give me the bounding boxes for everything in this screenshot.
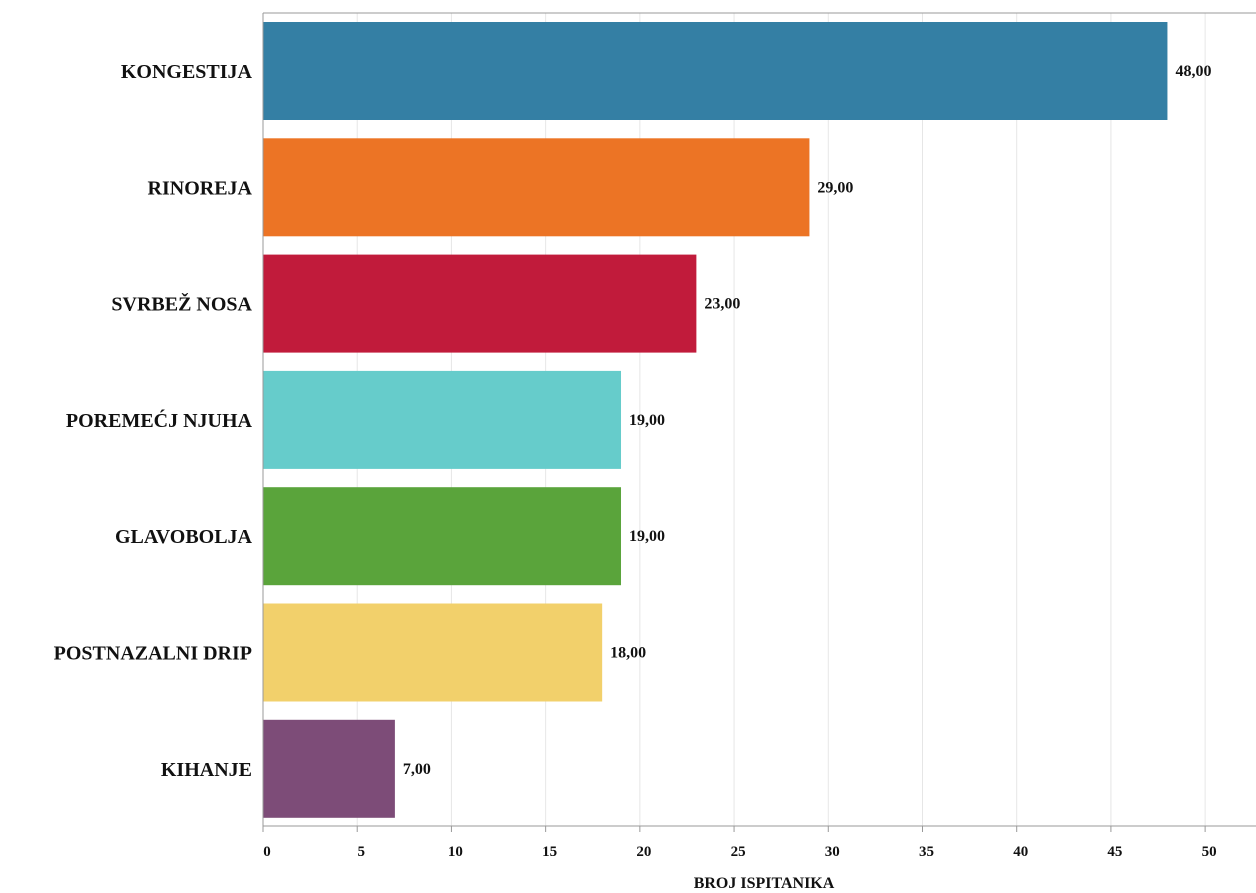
category-label: POREMEĆJ NJUHA (66, 408, 253, 432)
category-label: GLAVOBOLJA (115, 526, 253, 548)
bar (263, 138, 810, 237)
value-label: 23,00 (704, 296, 740, 313)
x-tick-label: 20 (636, 844, 651, 860)
x-tick-label: 25 (731, 844, 746, 860)
x-tick-label: 15 (542, 844, 557, 860)
x-tick-label: 35 (919, 844, 934, 860)
bar (263, 22, 1168, 120)
category-label: KIHANJE (161, 759, 252, 781)
value-label: 18,00 (610, 645, 646, 662)
x-tick-label: 5 (357, 844, 365, 860)
category-label: POSTNAZALNI DRIP (54, 643, 252, 665)
x-tick-label: 30 (825, 844, 840, 860)
x-tick-label: 0 (263, 844, 271, 860)
x-tick-label: 45 (1107, 844, 1122, 860)
value-label: 19,00 (629, 528, 665, 545)
category-label: KONGESTIJA (121, 61, 253, 83)
value-label: 29,00 (817, 179, 853, 196)
x-tick-label: 50 (1202, 844, 1217, 860)
x-tick-label: 40 (1013, 844, 1028, 860)
bars: KONGESTIJA 48,00 RINOREJA 29,00 SVRBEŽ NOSA 2… (54, 22, 1211, 818)
bar (263, 719, 395, 818)
axes: 0 5 10 15 20 25 30 35 40 45 50 (262, 12, 1256, 860)
bar (263, 254, 697, 353)
bar (263, 603, 603, 702)
x-axis-title: BROJ ISPITANIKA (694, 875, 835, 892)
x-tick-label: 10 (448, 844, 463, 860)
value-label: 48,00 (1175, 63, 1211, 80)
value-label: 7,00 (403, 761, 431, 778)
bar (263, 370, 622, 469)
bar (263, 487, 622, 586)
category-label: RINOREJA (148, 177, 253, 199)
value-label: 19,00 (629, 412, 665, 429)
category-label: SVRBEŽ NOSA (111, 292, 252, 316)
